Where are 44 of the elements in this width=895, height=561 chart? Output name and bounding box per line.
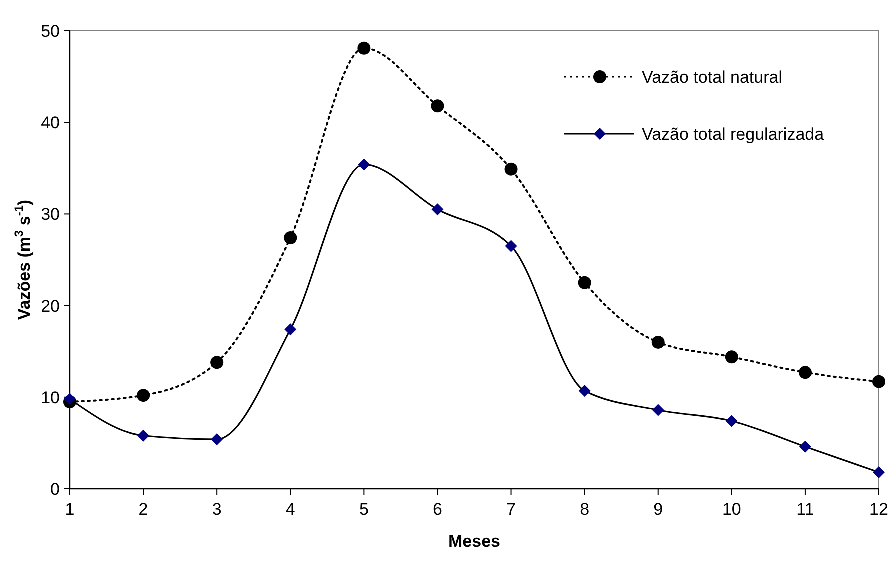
point: [725, 350, 738, 364]
x-tick-label: 10: [722, 500, 742, 519]
x-tick-label: 3: [212, 500, 222, 519]
point: [358, 158, 370, 171]
x-tick-label: 12: [870, 500, 888, 519]
point: [137, 389, 150, 402]
y-tick-label: 0: [50, 480, 60, 499]
x-tick-label: 2: [138, 500, 148, 519]
y-tick-label: 50: [41, 22, 60, 41]
point: [652, 336, 665, 349]
y-tick-label: 10: [41, 388, 60, 408]
point: [578, 384, 591, 397]
x-tick-label: 11: [796, 500, 814, 519]
point: [652, 404, 664, 416]
y-tick-label: 40: [41, 114, 60, 133]
point: [798, 366, 812, 380]
x-tick-label: 5: [359, 500, 369, 519]
x-tick-label: 4: [286, 500, 296, 519]
point: [578, 276, 592, 290]
y-tick-label: 20: [41, 296, 60, 316]
x-tick-label: 8: [580, 500, 590, 519]
point: [211, 434, 224, 446]
legend-label: Vazão total regularizada: [642, 124, 825, 144]
point: [284, 324, 297, 336]
x-tick-label: 7: [506, 500, 516, 519]
point: [138, 430, 150, 442]
point: [726, 415, 738, 428]
point: [432, 204, 444, 216]
point: [873, 466, 885, 479]
point: [505, 240, 518, 252]
x-tick-label: 6: [432, 500, 442, 519]
x-tick-label: 1: [65, 500, 75, 519]
point: [284, 232, 298, 245]
point: [64, 393, 76, 406]
x-tick-label: 9: [654, 500, 664, 519]
y-tick-label: 30: [41, 205, 60, 224]
x-axis-title: Meses: [448, 532, 500, 551]
point: [210, 356, 224, 370]
point: [872, 375, 886, 388]
point: [358, 42, 371, 55]
point: [504, 162, 518, 176]
point: [431, 100, 444, 113]
legend-label: Vazão total natural: [642, 68, 782, 87]
point: [799, 440, 812, 453]
